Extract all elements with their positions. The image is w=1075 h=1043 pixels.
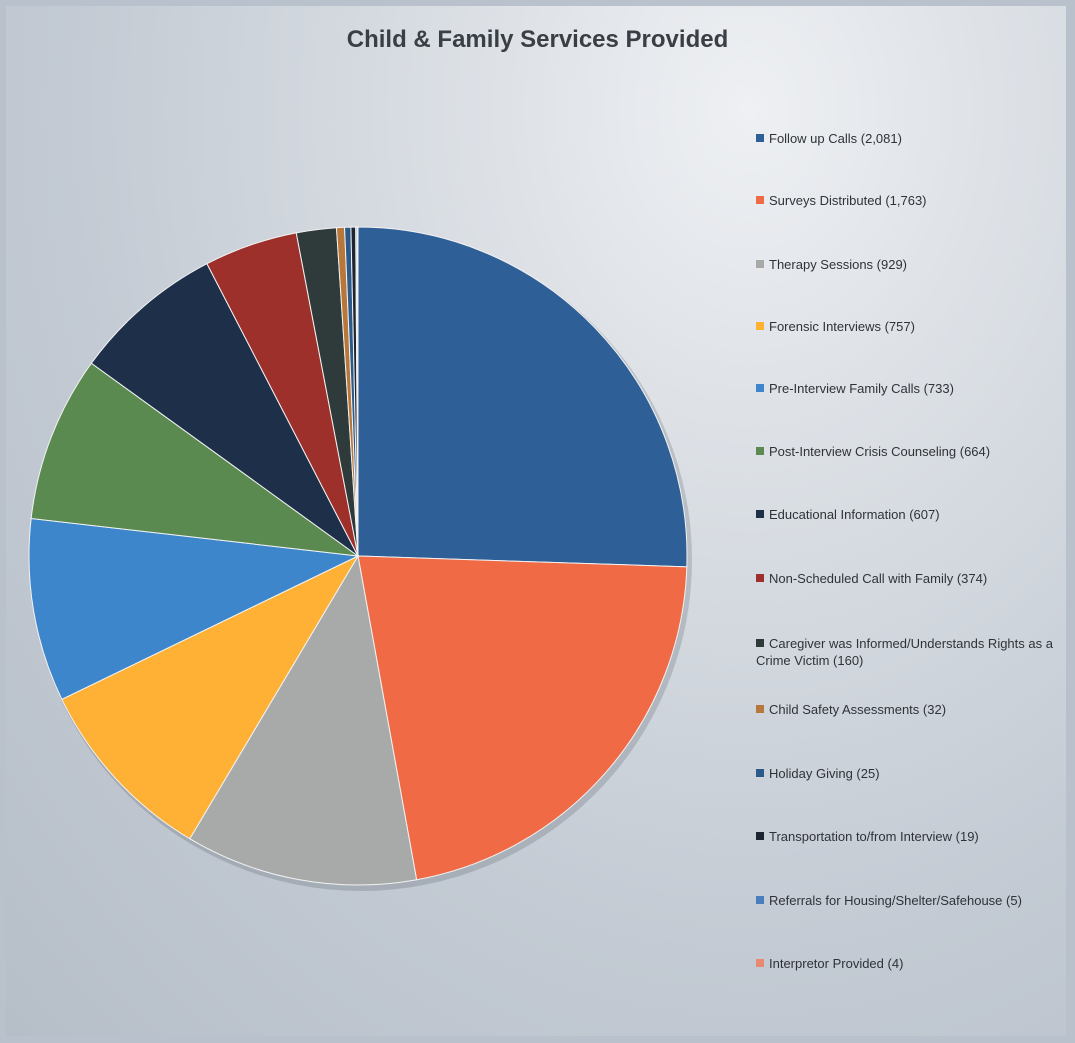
legend-item: Holiday Giving (25) <box>756 765 1061 782</box>
legend-label: Educational Information (607) <box>769 507 940 522</box>
legend-label: Referrals for Housing/Shelter/Safehouse … <box>769 893 1022 908</box>
pie-slice <box>357 226 688 568</box>
legend-swatch <box>756 134 764 142</box>
legend-label: Non-Scheduled Call with Family (374) <box>769 571 988 586</box>
pie-slice <box>28 517 360 700</box>
legend-item: Therapy Sessions (929) <box>756 256 1061 273</box>
legend-swatch <box>756 896 764 904</box>
legend-swatch <box>756 260 764 268</box>
legend-label: Surveys Distributed (1,763) <box>769 193 927 208</box>
legend-swatch <box>756 196 764 204</box>
legend-swatch <box>756 639 764 647</box>
legend-swatch <box>756 832 764 840</box>
legend-item: Child Safety Assessments (32) <box>756 701 1061 718</box>
legend-swatch <box>756 447 764 455</box>
pie-slice <box>357 555 688 881</box>
legend-label: Post-Interview Crisis Counseling (664) <box>769 444 991 459</box>
legend-item: Surveys Distributed (1,763) <box>756 192 1061 209</box>
legend-swatch <box>756 384 764 392</box>
legend-label: Caregiver was Informed/Understands Right… <box>756 636 1053 668</box>
legend-label: Transportation to/from Interview (19) <box>769 829 979 844</box>
legend-swatch <box>756 769 764 777</box>
legend-swatch <box>756 959 764 967</box>
pie-slice <box>90 263 359 557</box>
pie-slice <box>356 226 359 557</box>
legend-label: Follow up Calls (2,081) <box>769 131 902 146</box>
pie-slice <box>61 554 360 840</box>
legend-swatch <box>756 705 764 713</box>
legend-label: Child Safety Assessments (32) <box>769 702 947 717</box>
legend-label: Pre-Interview Family Calls (733) <box>769 381 954 396</box>
legend-item: Pre-Interview Family Calls (733) <box>756 380 1061 397</box>
pie-slice <box>30 362 360 557</box>
legend-item: Transportation to/from Interview (19) <box>756 828 1061 845</box>
legend-item: Forensic Interviews (757) <box>756 318 1061 335</box>
legend-swatch <box>756 574 764 582</box>
legend-item: Follow up Calls (2,081) <box>756 130 1061 147</box>
pie-slice <box>189 554 418 886</box>
legend-swatch <box>756 510 764 518</box>
legend-item: Interpretor Provided (4) <box>756 955 1061 972</box>
legend-label: Holiday Giving (25) <box>769 766 880 781</box>
legend-item: Caregiver was Informed/Understands Right… <box>756 635 1061 669</box>
legend-item: Post-Interview Crisis Counseling (664) <box>756 443 1061 460</box>
legend-item: Educational Information (607) <box>756 506 1061 523</box>
legend-label: Interpretor Provided (4) <box>769 956 904 971</box>
legend-label: Therapy Sessions (929) <box>769 257 908 272</box>
chart-title: Child & Family Services Provided <box>346 26 729 53</box>
legend-swatch <box>756 322 764 330</box>
legend-label: Forensic Interviews (757) <box>769 319 915 334</box>
legend-item: Non-Scheduled Call with Family (374) <box>756 570 1061 587</box>
legend-item: Referrals for Housing/Shelter/Safehouse … <box>756 892 1061 909</box>
